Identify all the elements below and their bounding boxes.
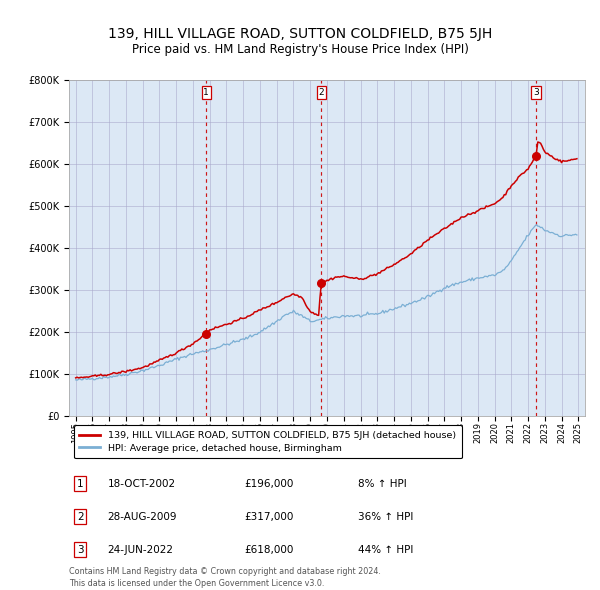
Text: 8% ↑ HPI: 8% ↑ HPI <box>358 479 407 489</box>
Text: 1: 1 <box>77 479 83 489</box>
Legend: 139, HILL VILLAGE ROAD, SUTTON COLDFIELD, B75 5JH (detached house), HPI: Average: 139, HILL VILLAGE ROAD, SUTTON COLDFIELD… <box>74 425 461 458</box>
Text: 18-OCT-2002: 18-OCT-2002 <box>108 479 176 489</box>
Text: £196,000: £196,000 <box>244 479 294 489</box>
Text: 2: 2 <box>319 88 324 97</box>
Text: 2: 2 <box>77 512 83 522</box>
Text: £618,000: £618,000 <box>244 545 294 555</box>
Text: This data is licensed under the Open Government Licence v3.0.: This data is licensed under the Open Gov… <box>69 579 325 588</box>
Text: 28-AUG-2009: 28-AUG-2009 <box>108 512 177 522</box>
Text: 3: 3 <box>533 88 539 97</box>
Text: 3: 3 <box>77 545 83 555</box>
Text: Contains HM Land Registry data © Crown copyright and database right 2024.: Contains HM Land Registry data © Crown c… <box>69 567 381 576</box>
Text: £317,000: £317,000 <box>244 512 294 522</box>
Text: 24-JUN-2022: 24-JUN-2022 <box>108 545 174 555</box>
Text: Price paid vs. HM Land Registry's House Price Index (HPI): Price paid vs. HM Land Registry's House … <box>131 43 469 56</box>
Text: 1: 1 <box>203 88 209 97</box>
Text: 139, HILL VILLAGE ROAD, SUTTON COLDFIELD, B75 5JH: 139, HILL VILLAGE ROAD, SUTTON COLDFIELD… <box>108 27 492 41</box>
Text: 36% ↑ HPI: 36% ↑ HPI <box>358 512 413 522</box>
Text: 44% ↑ HPI: 44% ↑ HPI <box>358 545 413 555</box>
